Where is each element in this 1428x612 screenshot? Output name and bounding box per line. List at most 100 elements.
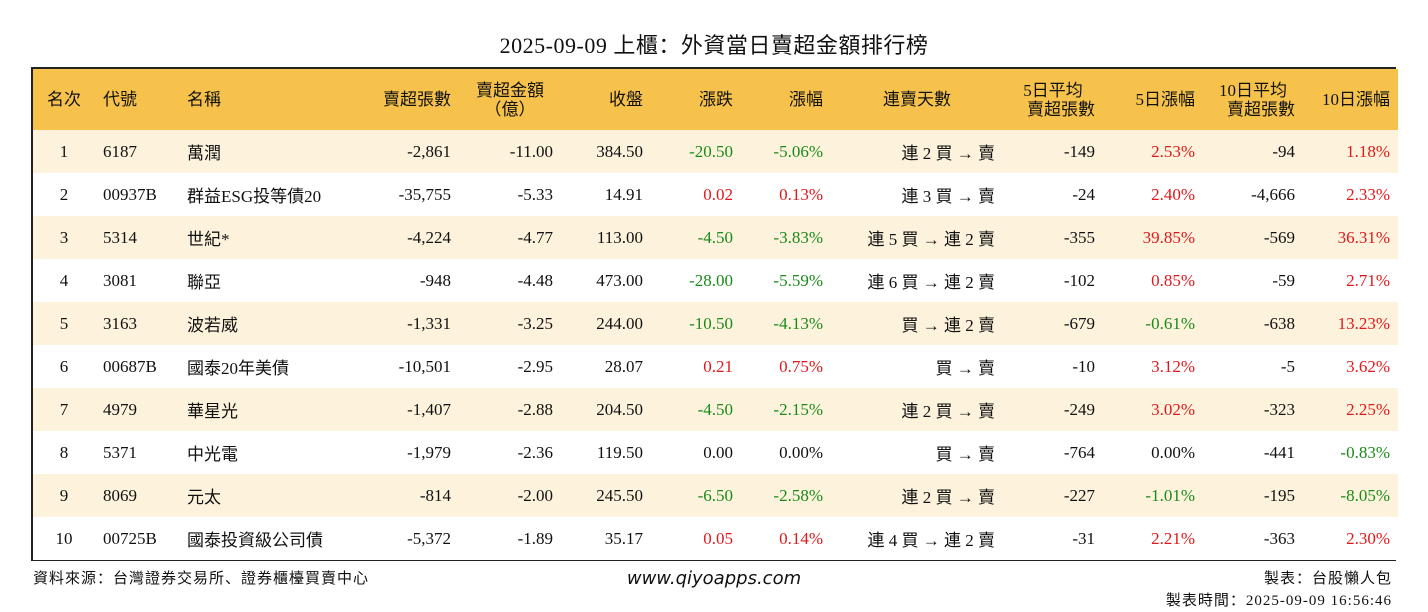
cell-pct10: -8.05% [1340, 485, 1390, 505]
cell-net-sell-lots: -35,755 [398, 184, 451, 204]
table-made-time: 製表時間：2025-09-09 16:56:46 [1165, 593, 1392, 609]
cell-pct10: 2.25% [1346, 399, 1390, 419]
data-source: 資料來源：台灣證券交易所、證券櫃檯買賣中心 [33, 571, 370, 587]
cell-change: -28.00 [689, 270, 733, 290]
cell-net-sell-lots: -1,331 [407, 313, 451, 333]
cell-close: 245.50 [596, 485, 643, 505]
cell-name: 中光電 [187, 445, 238, 464]
cell-avg10: -363 [1263, 528, 1295, 548]
header-streak: 連賣天數 [883, 90, 951, 109]
table-row: 5 3163 波若威 -1,331 -3.25 244.00 -10.50 -4.13% 買 →… [33, 302, 1398, 345]
cell-code: 3163 [103, 313, 137, 333]
cell-avg5: -227 [1063, 485, 1095, 505]
ranking-table-container: 名次 代號 名稱 賣超張數 賣超金額 （億） 收盤 漲跌 漲幅 連賣天數 5日平… [31, 67, 1398, 561]
cell-streak: 連 2 買 → 賣 [901, 144, 996, 163]
header-pct10: 10日漲幅 [1322, 90, 1390, 109]
cell-avg10: -195 [1263, 485, 1295, 505]
cell-pct5: -0.61% [1145, 313, 1195, 333]
cell-change-pct: 0.00% [779, 442, 823, 462]
cell-streak: 連 4 買 → 連 2 賣 [867, 531, 996, 550]
cell-avg10: -94 [1272, 141, 1295, 161]
cell-code: 4979 [103, 399, 137, 419]
cell-avg5: -24 [1072, 184, 1095, 204]
cell-streak: 連 2 買 → 賣 [901, 488, 996, 507]
cell-close: 35.17 [604, 528, 643, 548]
cell-close: 204.50 [596, 399, 643, 419]
cell-net-sell-amount: -5.33 [517, 184, 553, 204]
cell-close: 28.07 [604, 356, 643, 376]
cell-change-pct: 0.14% [779, 528, 823, 548]
cell-pct10: 2.33% [1346, 184, 1390, 204]
cell-avg5: -149 [1063, 141, 1095, 161]
table-body: 1 6187 萬潤 -2,861 -11.00 384.50 -20.50 -5.06% 連 2… [33, 130, 1398, 560]
cell-close: 113.00 [596, 227, 643, 247]
cell-rank: 7 [59, 399, 69, 419]
cell-close: 119.50 [596, 442, 643, 462]
header-avg5: 5日平均 賣超張數 [1003, 69, 1103, 130]
cell-net-sell-lots: -1,979 [407, 442, 451, 462]
cell-name: 國泰20年美債 [187, 359, 289, 378]
cell-avg10: -441 [1263, 442, 1295, 462]
cell-change-pct: -5.59% [773, 270, 823, 290]
header-change-pct: 漲幅 [789, 90, 823, 109]
cell-net-sell-amount: -4.77 [517, 227, 553, 247]
header-avg5-line2: 賣超張數 [1027, 99, 1095, 119]
cell-change-pct: -3.83% [773, 227, 823, 247]
cell-pct5: 39.85% [1142, 227, 1195, 247]
cell-change: 0.02 [703, 184, 733, 204]
table-row: 7 4979 華星光 -1,407 -2.88 204.50 -4.50 -2.15% 連 2 … [33, 388, 1398, 431]
cell-rank: 5 [59, 313, 69, 333]
cell-code: 00725B [103, 528, 157, 548]
table-row: 3 5314 世紀* -4,224 -4.77 113.00 -4.50 -3.83% 連 5 … [33, 216, 1398, 259]
table-row: 9 8069 元太 -814 -2.00 245.50 -6.50 -2.58% 連 2 買 →… [33, 474, 1398, 517]
cell-pct5: 2.21% [1151, 528, 1195, 548]
cell-rank: 9 [59, 485, 69, 505]
cell-pct10: 36.31% [1337, 227, 1390, 247]
cell-net-sell-amount: -11.00 [509, 141, 553, 161]
cell-code: 8069 [103, 485, 137, 505]
cell-net-sell-lots: -1,407 [407, 399, 451, 419]
cell-net-sell-lots: -5,372 [407, 528, 451, 548]
website-link[interactable]: www.qiyoapps.com [626, 568, 802, 589]
cell-streak: 買 → 連 2 賣 [901, 316, 996, 335]
cell-rank: 1 [59, 141, 69, 161]
page-title: 2025-09-09 上櫃：外資當日賣超金額排行榜 [499, 33, 929, 58]
cell-pct5: 2.40% [1151, 184, 1195, 204]
cell-avg10: -569 [1263, 227, 1295, 247]
header-rank: 名次 [47, 90, 81, 109]
cell-name: 萬潤 [187, 144, 221, 163]
cell-change: -20.50 [689, 141, 733, 161]
cell-rank: 10 [55, 528, 73, 548]
cell-net-sell-amount: -1.89 [517, 528, 553, 548]
cell-change-pct: -2.15% [773, 399, 823, 419]
cell-pct5: 0.00% [1151, 442, 1195, 462]
cell-net-sell-amount: -3.25 [517, 313, 553, 333]
cell-net-sell-amount: -4.48 [517, 270, 553, 290]
cell-name: 聯亞 [187, 273, 221, 292]
cell-net-sell-lots: -4,224 [407, 227, 451, 247]
cell-pct10: 2.71% [1346, 270, 1390, 290]
cell-change: -4.50 [697, 399, 733, 419]
cell-avg5: -764 [1063, 442, 1095, 462]
cell-pct5: 0.85% [1151, 270, 1195, 290]
cell-pct10: 3.62% [1346, 356, 1390, 376]
header-net-sell-amount-line1: 賣超金額 [476, 80, 544, 100]
header-code: 代號 [103, 90, 137, 109]
cell-close: 473.00 [596, 270, 643, 290]
cell-code: 6187 [103, 141, 137, 161]
table-maker: 製表：台股懶人包 [1263, 571, 1392, 587]
cell-name: 國泰投資級公司債 [187, 531, 323, 550]
cell-net-sell-lots: -814 [419, 485, 451, 505]
cell-net-sell-lots: -2,861 [407, 141, 451, 161]
cell-avg5: -102 [1063, 270, 1095, 290]
cell-change-pct: -2.58% [773, 485, 823, 505]
cell-change-pct: 0.13% [779, 184, 823, 204]
cell-net-sell-amount: -2.88 [517, 399, 553, 419]
cell-pct5: 2.53% [1151, 141, 1195, 161]
header-net-sell-amount-line2: （億） [484, 99, 536, 119]
header-avg10: 10日平均 賣超張數 [1203, 69, 1303, 130]
cell-change: 0.00 [703, 442, 733, 462]
header-close: 收盤 [609, 90, 643, 109]
cell-change-pct: -4.13% [773, 313, 823, 333]
cell-pct5: -1.01% [1145, 485, 1195, 505]
